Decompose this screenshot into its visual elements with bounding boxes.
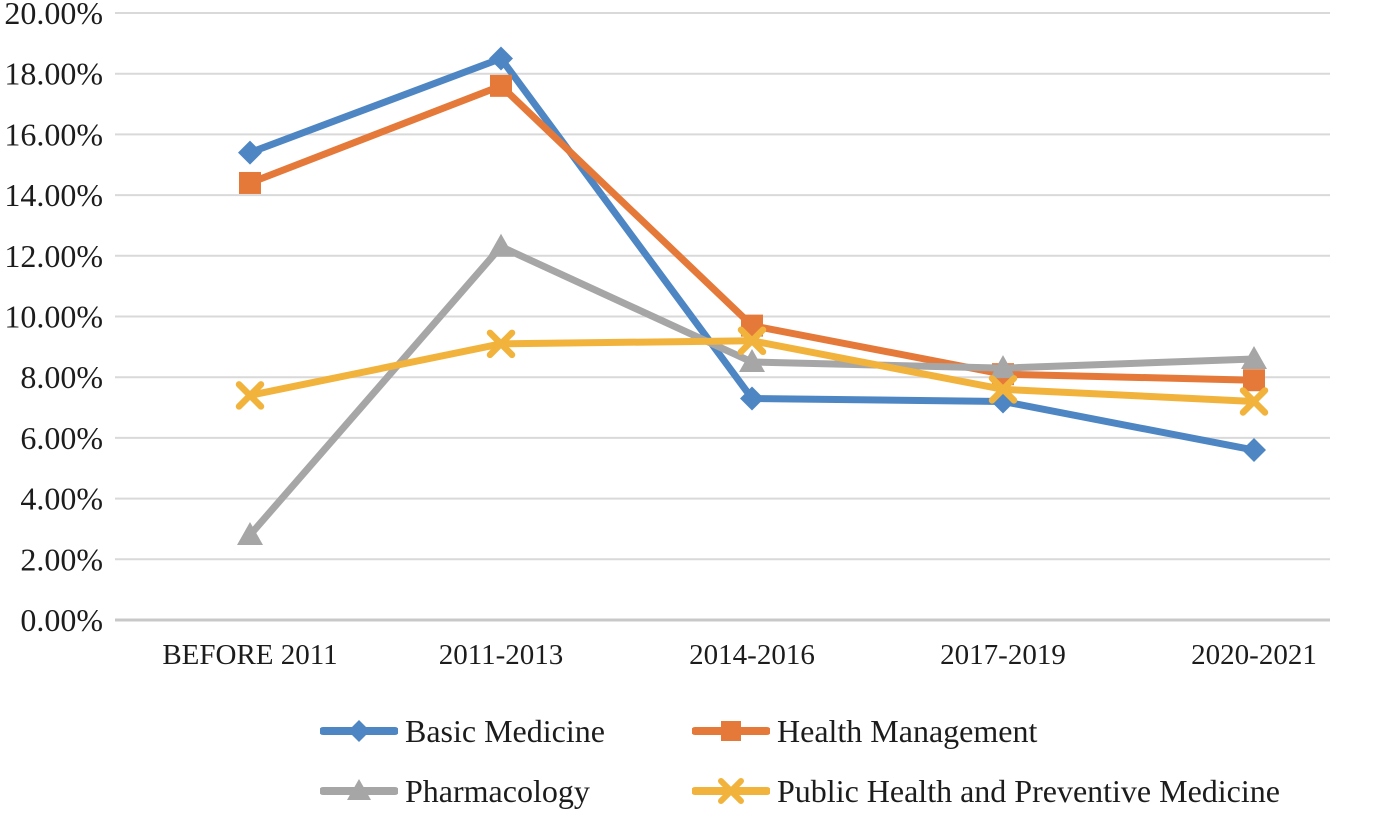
legend-label: Health Management	[777, 712, 1038, 749]
legend-marker-x-icon	[692, 778, 770, 804]
y-tick-label: 12.00%	[4, 238, 103, 274]
diamond-marker	[238, 140, 262, 165]
series-basic-medicine	[238, 46, 1266, 463]
y-tick-label: 14.00%	[4, 177, 103, 213]
line-chart: 0.00% 2.00% 4.00% 6.00% 8.00% 10.00% 12.00% 14.…	[4, 0, 1330, 671]
y-tick-label: 10.00%	[4, 299, 103, 335]
triangle-marker	[237, 522, 263, 546]
x-marker	[737, 326, 767, 356]
chart-legend: Basic Medicine Health Management Pharmacol…	[320, 704, 1280, 818]
diamond-marker	[1242, 438, 1266, 463]
x-tick-label: 2014-2016	[689, 639, 815, 671]
y-tick-label: 16.00%	[4, 116, 103, 152]
legend-marker-diamond-icon	[320, 720, 398, 742]
legend-item-basic-medicine: Basic Medicine	[320, 704, 692, 758]
x-axis-tick-labels: BEFORE 2011 2011-2013 2014-2016 2017-2019 20…	[162, 639, 1317, 671]
legend-item-public-health-and-preventive-medicine: Public Health and Preventive Medicine	[692, 764, 1280, 818]
legend-item-pharmacology: Pharmacology	[320, 764, 692, 818]
triangle-marker	[739, 349, 765, 373]
x-tick-label: 2017-2019	[940, 639, 1066, 671]
x-marker	[988, 375, 1018, 404]
y-tick-label: 0.00%	[20, 602, 103, 638]
x-marker	[486, 329, 516, 359]
legend-marker-triangle-icon	[320, 779, 398, 800]
square-marker	[239, 171, 261, 194]
x-tick-label: 2020-2021	[1191, 639, 1317, 671]
x-marker	[718, 778, 744, 804]
x-marker	[1239, 387, 1269, 416]
y-tick-label: 4.00%	[20, 481, 103, 517]
legend-label: Basic Medicine	[405, 712, 605, 749]
square-marker	[490, 74, 512, 97]
series-pharmacology	[237, 233, 1267, 546]
triangle-marker	[347, 779, 371, 800]
series-public-health-and-preventive-medicine	[235, 326, 1269, 416]
gridlines	[115, 12, 1330, 622]
legend-marker-square-icon	[692, 721, 770, 741]
square-marker	[721, 721, 741, 741]
y-tick-label: 20.00%	[4, 0, 103, 31]
triangle-marker	[1241, 345, 1267, 369]
y-axis-tick-labels: 0.00% 2.00% 4.00% 6.00% 8.00% 10.00% 12.00% 14.…	[4, 0, 103, 638]
legend-item-health-management: Health Management	[692, 704, 1280, 758]
y-tick-label: 18.00%	[4, 56, 103, 92]
diamond-marker	[740, 386, 764, 411]
x-marker	[235, 381, 265, 410]
x-tick-label: 2011-2013	[439, 639, 564, 671]
legend-label: Pharmacology	[405, 772, 590, 809]
triangle-marker	[488, 233, 514, 257]
square-marker	[1243, 369, 1265, 392]
y-tick-label: 2.00%	[20, 541, 103, 577]
diamond-marker	[489, 46, 513, 71]
y-tick-label: 8.00%	[20, 359, 103, 395]
legend-label: Public Health and Preventive Medicine	[777, 772, 1280, 809]
triangle-marker	[990, 355, 1016, 379]
diamond-marker	[348, 720, 370, 742]
y-tick-label: 6.00%	[20, 420, 103, 456]
x-tick-label: BEFORE 2011	[162, 639, 337, 671]
